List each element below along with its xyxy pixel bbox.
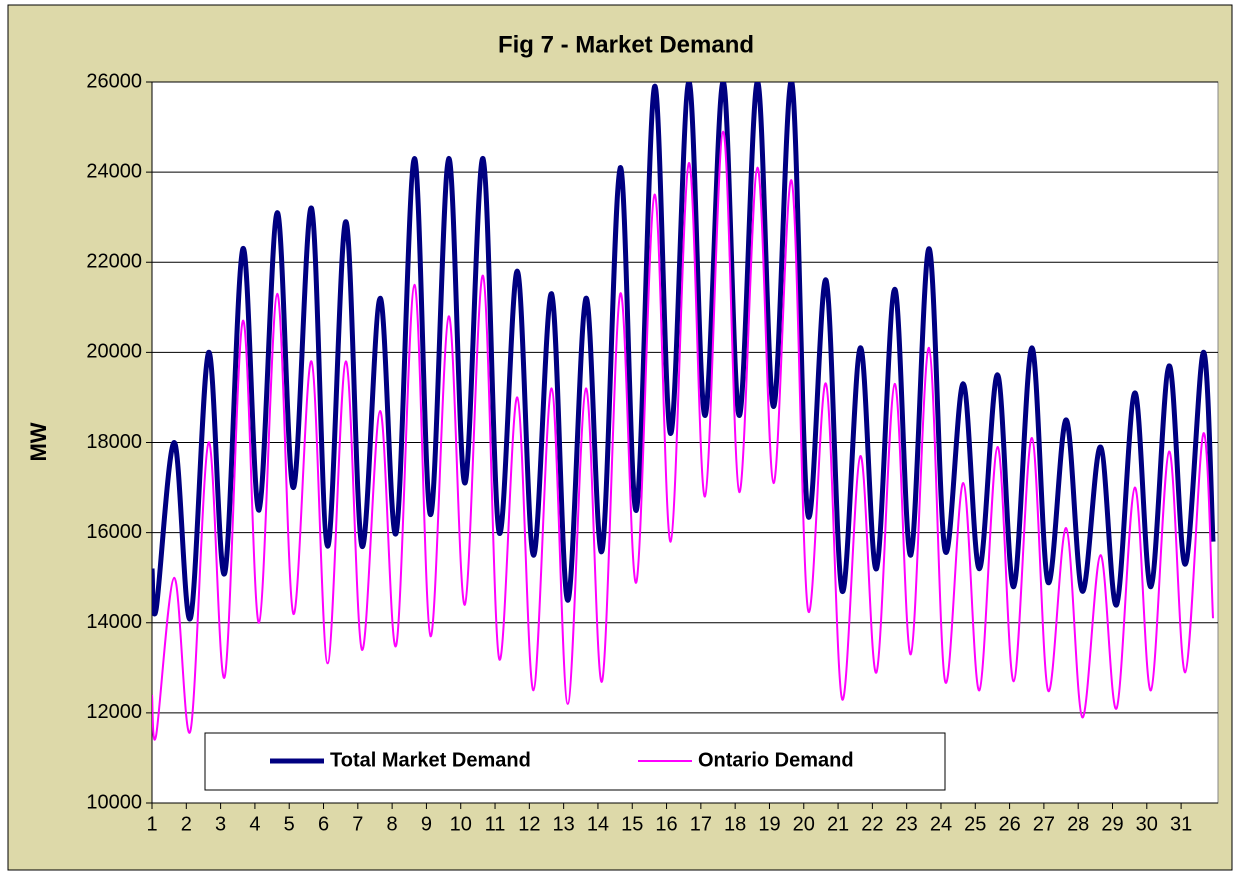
series-line (152, 82, 1216, 622)
x-tick-label: 9 (421, 813, 432, 835)
y-tick-label: 24000 (86, 160, 142, 182)
x-tick-label: 3 (215, 813, 226, 835)
x-tick-label: 18 (724, 813, 746, 835)
x-tick-label: 13 (553, 813, 575, 835)
x-tick-label: 17 (690, 813, 712, 835)
x-tick-label: 1 (146, 813, 157, 835)
x-tick-label: 4 (249, 813, 260, 835)
x-tick-label: 21 (827, 813, 849, 835)
x-tick-label: 12 (518, 813, 540, 835)
x-tick-label: 29 (1101, 813, 1123, 835)
y-tick-label: 20000 (86, 341, 142, 363)
y-tick-label: 10000 (86, 791, 142, 813)
y-tick-label: 12000 (86, 701, 142, 723)
x-tick-label: 23 (896, 813, 918, 835)
x-tick-label: 24 (930, 813, 952, 835)
x-tick-label: 7 (352, 813, 363, 835)
y-tick-label: 22000 (86, 251, 142, 273)
x-tick-label: 22 (861, 813, 883, 835)
x-tick-label: 20 (793, 813, 815, 835)
x-tick-label: 15 (621, 813, 643, 835)
legend-label: Ontario Demand (698, 749, 854, 771)
legend (204, 732, 946, 791)
x-tick-label: 19 (758, 813, 780, 835)
x-tick-label: 10 (450, 813, 472, 835)
x-tick-label: 28 (1067, 813, 1089, 835)
y-tick-label: 18000 (86, 431, 142, 453)
chart-title: Fig 7 - Market Demand (498, 31, 754, 58)
x-tick-label: 16 (655, 813, 677, 835)
x-tick-label: 25 (964, 813, 986, 835)
y-tick-label: 26000 (86, 70, 142, 92)
y-axis-label: MW (26, 422, 51, 461)
legend-label: Total Market Demand (330, 749, 531, 771)
y-tick-label: 14000 (86, 611, 142, 633)
x-tick-label: 14 (587, 813, 609, 835)
x-tick-label: 8 (387, 813, 398, 835)
x-tick-label: 11 (485, 813, 506, 835)
x-tick-label: 31 (1170, 813, 1192, 835)
x-tick-label: 27 (1033, 813, 1055, 835)
x-tick-label: 5 (284, 813, 295, 835)
x-tick-label: 30 (1136, 813, 1158, 835)
x-tick-label: 2 (181, 813, 192, 835)
y-tick-label: 16000 (86, 521, 142, 543)
x-tick-label: 6 (318, 813, 329, 835)
series-line (152, 130, 1215, 741)
x-tick-label: 26 (998, 813, 1020, 835)
